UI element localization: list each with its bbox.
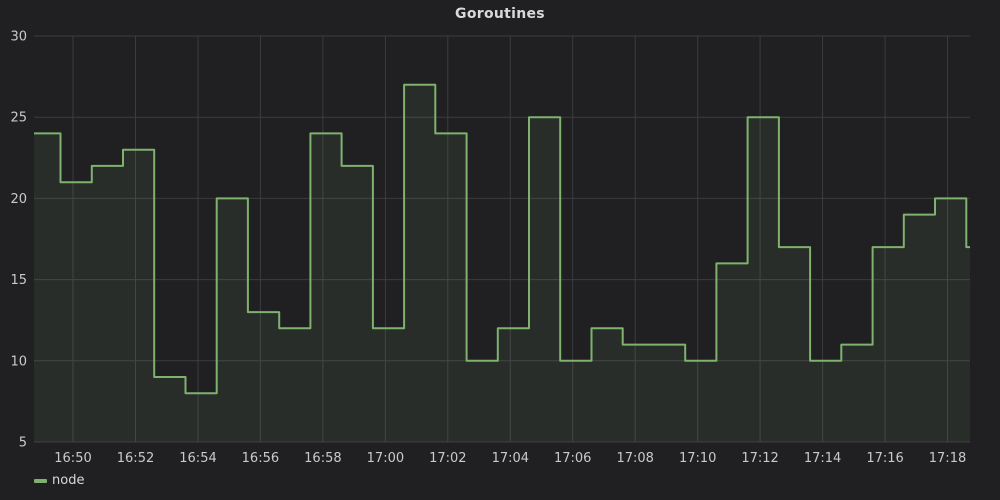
x-tick-label: 16:54 <box>179 451 216 466</box>
y-tick-label: 25 <box>10 111 27 126</box>
x-tick-label: 17:00 <box>367 451 404 466</box>
x-tick-label: 17:16 <box>866 451 903 466</box>
series-line-node <box>34 83 970 395</box>
x-tick-label: 16:56 <box>242 451 279 466</box>
legend-series-color-dash-icon <box>34 479 47 483</box>
x-tick-label: 17:02 <box>429 451 466 466</box>
x-tick-label: 17:10 <box>679 451 716 466</box>
series-fill-node <box>34 84 970 442</box>
y-tick-label: 5 <box>19 436 27 451</box>
x-tick-label: 16:58 <box>304 451 341 466</box>
legend-series-label: node <box>52 473 85 488</box>
x-tick-label: 17:08 <box>616 451 653 466</box>
x-tick-label: 17:12 <box>741 451 778 466</box>
legend-item-node[interactable]: node <box>34 473 84 489</box>
y-tick-label: 20 <box>10 192 27 207</box>
y-tick-label: 10 <box>10 354 27 369</box>
x-tick-label: 17:06 <box>554 451 591 466</box>
y-tick-label: 15 <box>10 273 27 288</box>
x-tick-label: 17:18 <box>929 451 966 466</box>
x-tick-label: 16:50 <box>54 451 91 466</box>
x-tick-label: 16:52 <box>117 451 154 466</box>
legend: node <box>34 473 84 489</box>
y-tick-label: 30 <box>10 30 27 45</box>
x-tick-label: 17:04 <box>492 451 529 466</box>
panel-title[interactable]: Goroutines <box>455 6 545 22</box>
x-tick-label: 17:14 <box>804 451 841 466</box>
